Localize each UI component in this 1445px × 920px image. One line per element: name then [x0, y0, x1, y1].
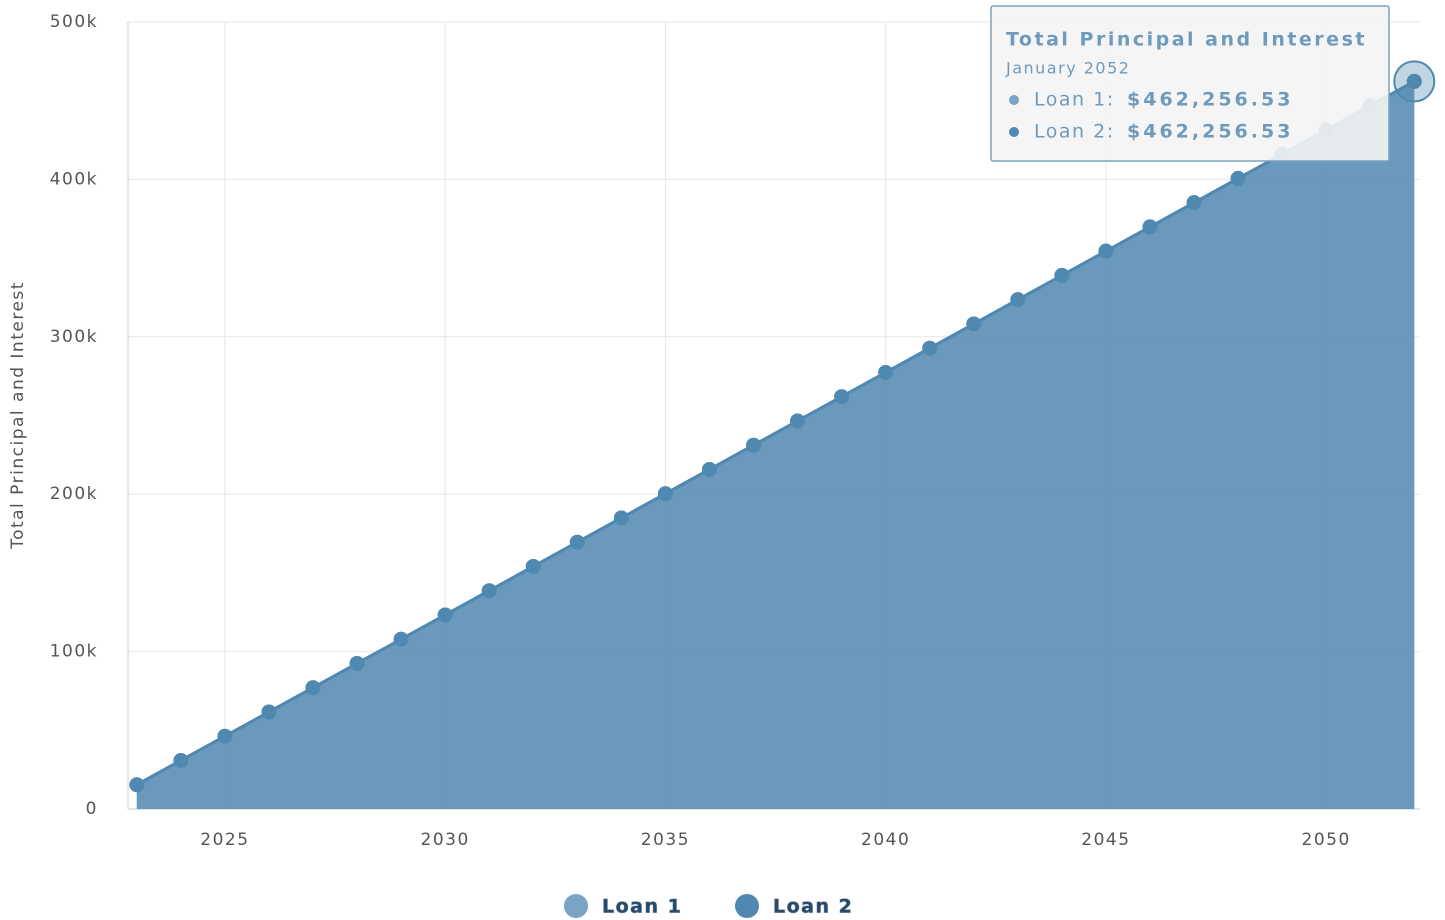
marker: [1010, 292, 1026, 308]
legend-swatch: [735, 894, 759, 918]
y-tick-label: 200k: [50, 484, 98, 504]
marker: [746, 437, 762, 453]
marker: [1230, 170, 1246, 186]
marker: [701, 461, 717, 477]
tooltip-item-label: Loan 1:: [1034, 89, 1115, 111]
marker: [349, 655, 365, 671]
marker: [129, 777, 145, 793]
marker: [613, 510, 629, 526]
tooltip-box: [990, 5, 1390, 162]
marker: [1098, 243, 1114, 259]
tooltip-date: January 2052: [1005, 59, 1130, 78]
marker: [481, 583, 497, 599]
hover-halo: [1393, 60, 1436, 103]
area: [136, 81, 1415, 810]
tooltip-item-label: Loan 2:: [1034, 121, 1115, 143]
x-tick-label: 2050: [1302, 830, 1351, 850]
tooltip-bullet: [1009, 127, 1019, 137]
line: [136, 80, 1415, 787]
x-tick-label: 2035: [641, 830, 690, 850]
marker: [1186, 195, 1202, 211]
y-tick-label: 300k: [50, 327, 98, 347]
x-tick-label: 2040: [861, 830, 910, 850]
marker: [217, 728, 233, 744]
y-tick-label: 500k: [50, 12, 98, 32]
marker: [1142, 219, 1158, 235]
marker: [525, 558, 541, 574]
marker: [878, 364, 894, 380]
legend-label: Loan 2: [773, 896, 853, 918]
marker: [261, 704, 277, 720]
tooltip-item-value: $462,256.53: [1127, 89, 1293, 111]
tooltip-item-value: $462,256.53: [1127, 121, 1293, 143]
tooltip-bullet: [1009, 95, 1019, 105]
marker: [790, 413, 806, 429]
marker: [1054, 267, 1070, 283]
x-tick-label: 2025: [200, 830, 249, 850]
tooltip-title: Total Principal and Interest: [1006, 29, 1367, 51]
y-tick-label: 100k: [50, 642, 98, 662]
marker: [173, 752, 189, 768]
y-tick-label: 400k: [50, 169, 98, 189]
marker: [1406, 73, 1422, 89]
marker: [437, 607, 453, 623]
y-tick-label: 0: [86, 799, 98, 819]
legend-swatch: [564, 894, 588, 918]
legend-label: Loan 1: [602, 896, 682, 918]
marker: [305, 680, 321, 696]
marker: [393, 631, 409, 647]
marker: [569, 534, 585, 550]
x-tick-label: 2030: [421, 830, 470, 850]
y-axis-label: Total Principal and Interest: [8, 281, 28, 550]
marker: [657, 486, 673, 502]
marker: [922, 340, 938, 356]
marker: [966, 316, 982, 332]
x-tick-label: 2045: [1081, 830, 1130, 850]
marker: [834, 389, 850, 405]
